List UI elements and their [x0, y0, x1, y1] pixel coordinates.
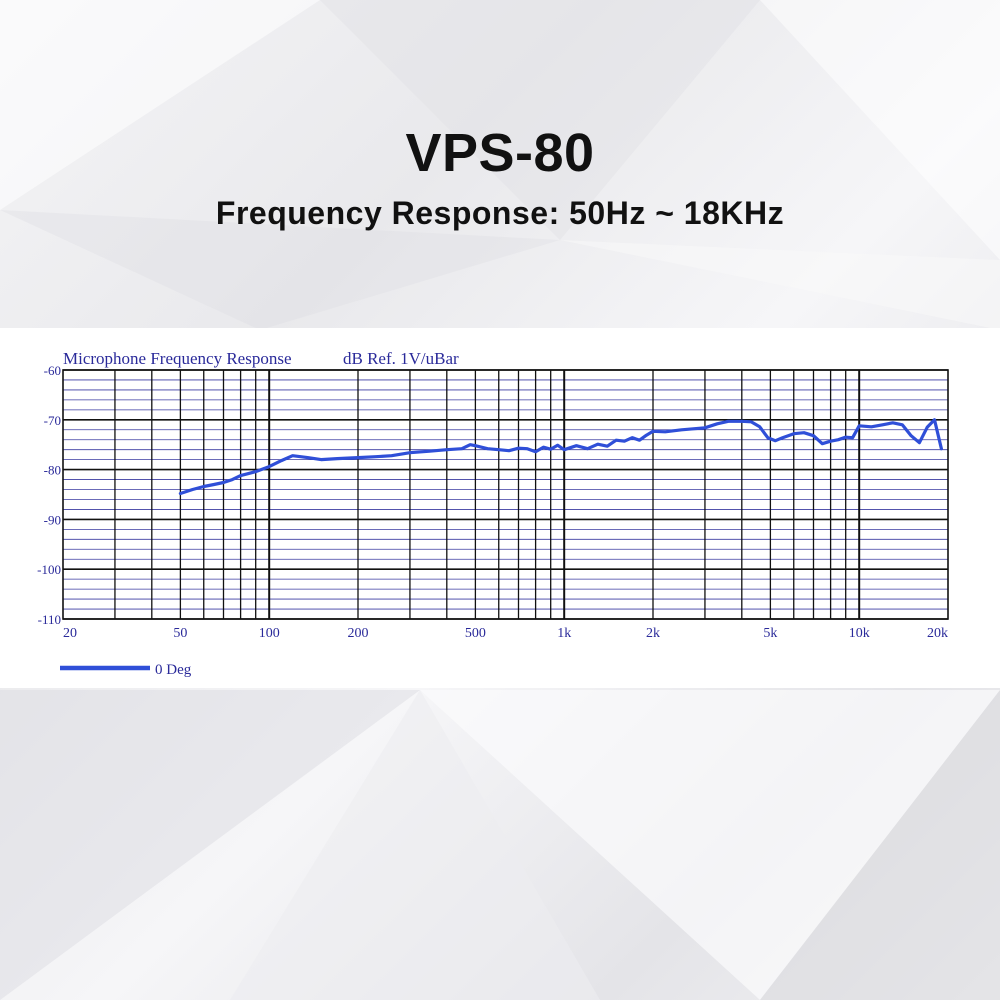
frequency-response-chart: Microphone Frequency Response dB Ref. 1V… — [37, 349, 949, 678]
product-title: VPS-80 — [405, 123, 595, 183]
grid-minor — [63, 379, 948, 610]
y-tick-label: -60 — [44, 363, 61, 378]
x-tick-labels: 20 50 100 200 500 1k 2k 5k 10k 20k — [63, 626, 948, 641]
x-tick-label: 500 — [465, 626, 486, 641]
legend-label: 0 Deg — [155, 662, 192, 678]
x-tick-label: 100 — [259, 626, 280, 641]
x-tick-label: 10k — [849, 626, 870, 641]
chart-title: Microphone Frequency Response — [63, 349, 292, 368]
x-tick-label: 1k — [557, 626, 571, 641]
x-tick-label: 2k — [646, 626, 660, 641]
x-tick-label: 200 — [348, 626, 369, 641]
x-tick-label: 5k — [763, 626, 777, 641]
grid-major — [63, 369, 948, 620]
y-tick-label: -90 — [44, 512, 61, 527]
frequency-response-subtitle: Frequency Response: 50Hz ~ 18KHz — [215, 195, 785, 231]
plot-frame — [62, 369, 949, 620]
y-tick-label: -110 — [38, 612, 61, 627]
y-tick-label: -80 — [44, 463, 61, 478]
y-tick-label: -100 — [37, 562, 61, 577]
x-tick-label: 20 — [63, 626, 77, 641]
legend: 0 Deg — [60, 662, 192, 678]
series-line-0-deg — [178, 418, 944, 496]
y-axis-label: dB Ref. 1V/uBar — [343, 349, 459, 368]
x-tick-label: 50 — [173, 626, 187, 641]
chart-panel: Microphone Frequency Response dB Ref. 1V… — [0, 328, 1000, 688]
series-layer — [178, 418, 944, 496]
y-tick-labels: -60 -70 -80 -90 -100 -110 — [37, 363, 61, 627]
y-tick-label: -70 — [44, 413, 61, 428]
header: VPS-80 Frequency Response: 50Hz ~ 18KHz — [0, 118, 1000, 236]
x-tick-label: 20k — [927, 626, 948, 641]
